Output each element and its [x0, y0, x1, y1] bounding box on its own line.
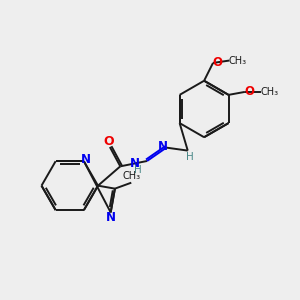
Text: O: O: [103, 136, 114, 148]
Text: O: O: [244, 85, 254, 98]
Text: O: O: [213, 56, 223, 69]
Text: N: N: [81, 153, 91, 166]
Text: CH₃: CH₃: [229, 56, 247, 65]
Text: CH₃: CH₃: [122, 171, 140, 181]
Text: N: N: [158, 140, 168, 153]
Text: CH₃: CH₃: [260, 87, 279, 97]
Text: N: N: [130, 157, 140, 170]
Text: H: H: [186, 152, 194, 162]
Text: H: H: [134, 165, 141, 175]
Text: N: N: [106, 211, 116, 224]
